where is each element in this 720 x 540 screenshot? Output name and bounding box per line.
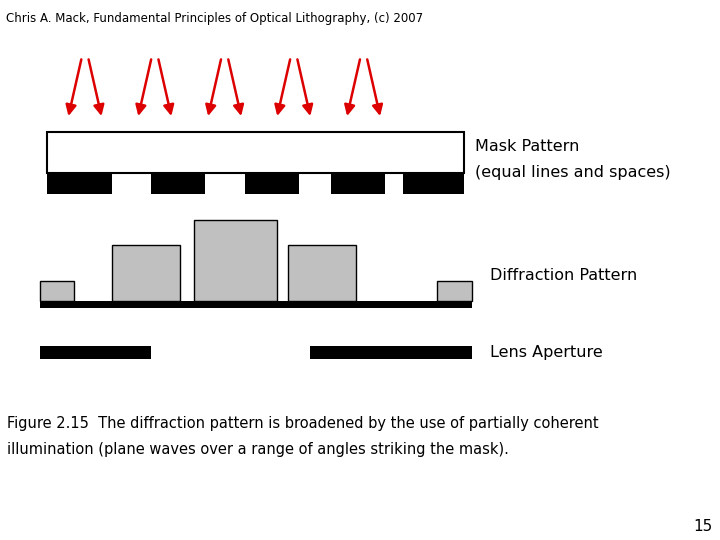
Bar	[288, 245, 356, 301]
Text: Chris A. Mack, Fundamental Principles of Optical Lithography, (c) 2007: Chris A. Mack, Fundamental Principles of…	[6, 12, 423, 25]
Bar	[40, 301, 472, 308]
Bar	[194, 220, 277, 301]
Text: Mask Pattern: Mask Pattern	[475, 139, 580, 154]
Text: 15: 15	[693, 518, 713, 534]
Bar	[40, 281, 74, 301]
Bar	[151, 173, 205, 194]
Bar	[47, 173, 112, 194]
Text: Diffraction Pattern: Diffraction Pattern	[490, 268, 637, 283]
Bar	[47, 132, 464, 173]
Bar	[403, 173, 464, 194]
Bar	[310, 346, 472, 359]
Bar	[245, 173, 299, 194]
Text: Figure 2.15  The diffraction pattern is broadened by the use of partially cohere: Figure 2.15 The diffraction pattern is b…	[7, 416, 599, 431]
Text: Lens Aperture: Lens Aperture	[490, 345, 603, 360]
Bar	[112, 245, 180, 301]
Text: (equal lines and spaces): (equal lines and spaces)	[475, 165, 671, 180]
Bar	[437, 281, 472, 301]
Bar	[331, 173, 385, 194]
Bar	[40, 346, 151, 359]
Text: illumination (plane waves over a range of angles striking the mask).: illumination (plane waves over a range o…	[7, 442, 509, 457]
